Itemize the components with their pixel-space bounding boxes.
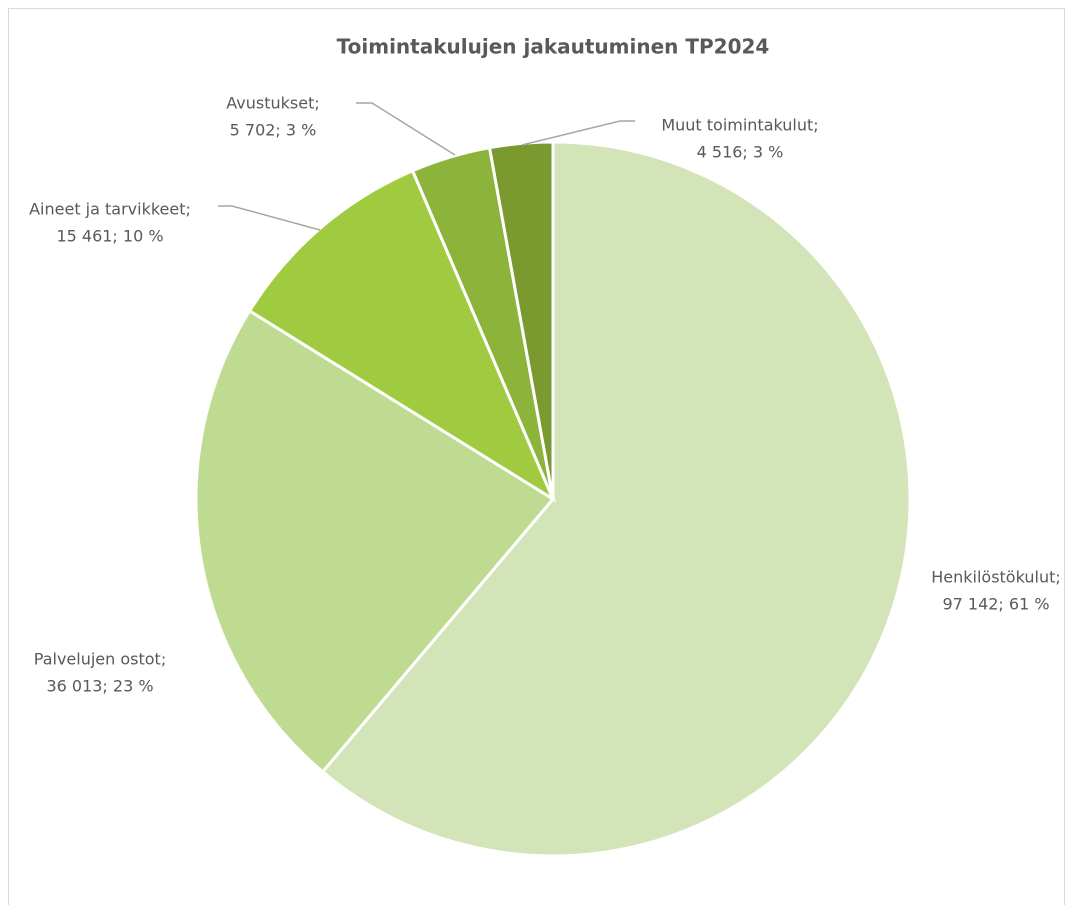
data-label-category: Henkilöstökulut; bbox=[931, 568, 1061, 587]
pie-slice bbox=[320, 140, 912, 858]
pie-slice bbox=[487, 140, 555, 500]
data-label-value: 15 461; 10 % bbox=[56, 227, 163, 246]
data-label-category: Aineet ja tarvikkeet; bbox=[29, 200, 191, 219]
data-label-value: 36 013; 23 % bbox=[46, 677, 153, 696]
data-label-value: 5 702; 3 % bbox=[230, 121, 317, 140]
pie-slice bbox=[194, 308, 556, 774]
leader-line bbox=[521, 120, 635, 146]
data-label-category: Muut toimintakulut; bbox=[661, 116, 818, 135]
leader-line bbox=[218, 205, 321, 231]
data-label-category: Palvelujen ostot; bbox=[34, 650, 166, 669]
pie-slice bbox=[247, 168, 557, 503]
chart-title: Toimintakulujen jakautuminen TP2024 bbox=[337, 35, 770, 59]
data-label-category: Avustukset; bbox=[226, 94, 319, 113]
data-label-value: 97 142; 61 % bbox=[942, 595, 1049, 614]
data-label-value: 4 516; 3 % bbox=[697, 143, 784, 162]
leader-line bbox=[356, 102, 456, 156]
